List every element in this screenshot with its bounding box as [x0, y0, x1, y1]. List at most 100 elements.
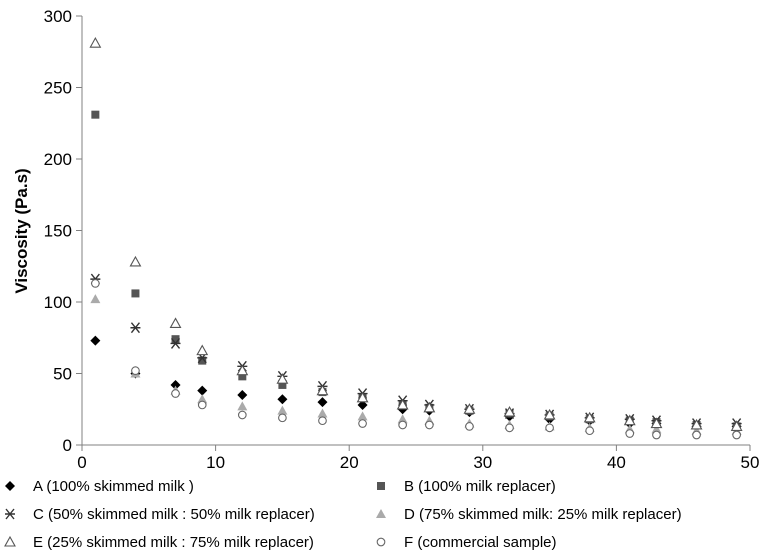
data-point — [505, 423, 514, 433]
series-d — [90, 294, 742, 435]
y-axis-ticks: 0 50 100 150 200 250 300 — [44, 7, 82, 455]
x-tick-label: 40 — [607, 453, 626, 472]
legend-item: F (commercial sample) — [376, 534, 557, 551]
data-point — [277, 394, 288, 405]
data-point — [237, 401, 248, 411]
data-point — [170, 379, 181, 390]
data-point — [585, 426, 595, 436]
legend-label: B (100% milk replacer) — [404, 478, 556, 495]
data-point — [91, 279, 100, 288]
legend-item: C (50% skimmed milk : 50% milk replacer) — [5, 506, 315, 523]
data-point — [197, 400, 207, 410]
data-point — [89, 37, 102, 48]
data-point — [131, 289, 140, 298]
y-tick-label: 0 — [63, 436, 72, 455]
legend-label: E (25% skimmed milk : 75% milk replacer) — [33, 534, 314, 551]
data-point — [625, 429, 635, 438]
x-tick-label: 20 — [340, 453, 359, 472]
data-point — [356, 391, 369, 403]
legend-marker — [5, 481, 15, 491]
x-axis-ticks: 0 10 20 30 40 50 — [77, 445, 759, 472]
data-point — [543, 408, 556, 420]
data-point — [690, 418, 703, 430]
data-point — [316, 384, 329, 396]
y-tick-label: 300 — [44, 7, 72, 26]
data-point — [423, 401, 436, 413]
data-point — [503, 405, 516, 417]
series-c — [90, 273, 742, 429]
data-point — [238, 372, 247, 381]
data-point — [358, 419, 367, 428]
data-point — [650, 417, 663, 429]
data-point — [276, 373, 289, 384]
y-tick-label: 150 — [44, 222, 72, 241]
legend-marker — [376, 537, 386, 547]
data-point — [357, 399, 368, 410]
x-tick-label: 0 — [77, 453, 86, 472]
data-point — [397, 414, 408, 424]
data-point — [465, 422, 474, 431]
legend-label: C (50% skimmed milk : 50% milk replacer) — [33, 506, 315, 523]
y-tick-label: 200 — [44, 150, 72, 169]
axes — [81, 16, 750, 446]
data-point — [730, 420, 743, 431]
data-point — [90, 294, 101, 304]
data-point — [90, 335, 101, 346]
data-point — [170, 338, 181, 349]
series-a — [90, 335, 742, 432]
legend-label: F (commercial sample) — [404, 534, 557, 551]
data-point — [425, 420, 434, 430]
data-point — [171, 389, 180, 398]
legend-item: B (100% milk replacer) — [377, 478, 556, 495]
data-point — [171, 335, 180, 344]
data-point — [317, 397, 328, 408]
legend-item: E (25% skimmed milk : 75% milk replacer) — [4, 534, 314, 551]
data-point — [131, 366, 140, 375]
data-point — [651, 424, 662, 434]
data-point — [197, 394, 208, 404]
data-point — [396, 398, 409, 410]
data-point — [692, 430, 701, 440]
data-point — [237, 410, 247, 420]
legend-marker — [4, 535, 16, 547]
legend-label: D (75% skimmed milk: 25% milk replacer) — [404, 506, 682, 523]
data-point — [583, 411, 596, 423]
series-e — [89, 37, 743, 431]
data-point — [130, 322, 141, 334]
data-point — [318, 416, 327, 426]
y-tick-label: 50 — [53, 365, 72, 384]
data-point — [197, 385, 208, 396]
data-point — [91, 110, 100, 119]
data-point — [357, 411, 368, 421]
legend-label: A (100% skimmed milk ) — [33, 478, 194, 495]
data-point — [278, 413, 287, 423]
legend-item: A (100% skimmed milk ) — [5, 478, 194, 495]
x-tick-label: 30 — [473, 453, 492, 472]
y-tick-label: 250 — [44, 79, 72, 98]
data-point — [236, 364, 249, 376]
data-point — [463, 403, 476, 414]
data-point — [198, 356, 207, 365]
data-point — [317, 408, 328, 418]
data-point — [623, 414, 636, 426]
x-tick-label: 50 — [741, 453, 760, 472]
data-point — [652, 430, 661, 440]
y-tick-label: 100 — [44, 293, 72, 312]
data-point — [732, 430, 741, 440]
series-b — [91, 110, 741, 431]
data-point — [277, 405, 288, 415]
x-tick-label: 10 — [206, 453, 225, 472]
plot-area — [89, 37, 743, 440]
legend-marker — [377, 482, 385, 490]
legend-marker — [5, 508, 15, 520]
data-point — [169, 317, 182, 329]
data-point — [278, 380, 287, 389]
series-f — [91, 279, 741, 440]
data-point — [196, 344, 209, 356]
legend-item: D (75% skimmed milk: 25% milk replacer) — [376, 506, 682, 523]
legend: A (100% skimmed milk ) B (100% milk repla… — [4, 478, 682, 551]
y-axis-title: Viscosity (Pa.s) — [12, 168, 31, 293]
legend-marker — [376, 509, 386, 518]
data-point — [398, 420, 407, 430]
